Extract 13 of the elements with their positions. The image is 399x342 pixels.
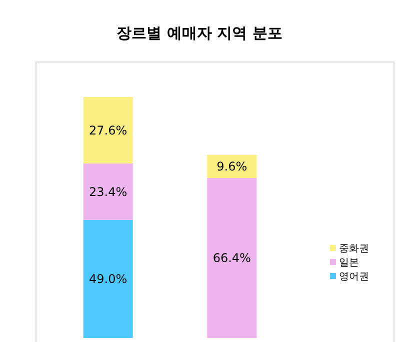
data-label: 49.0% — [89, 272, 128, 286]
bar — [83, 220, 133, 338]
bar — [207, 178, 257, 338]
data-label: 9.6% — [216, 160, 248, 174]
legend-label: 중화권 — [339, 244, 369, 254]
chart-title: 장르별 예매자 지역 분포 — [116, 24, 282, 42]
data-label: 27.6% — [89, 123, 128, 138]
bar — [83, 97, 133, 164]
legend-label: 영어권 — [339, 272, 369, 282]
bar — [83, 164, 133, 220]
data-label: 66.4% — [212, 251, 251, 266]
legend-label: 일본 — [339, 258, 359, 268]
data-label: 23.4% — [89, 184, 128, 199]
